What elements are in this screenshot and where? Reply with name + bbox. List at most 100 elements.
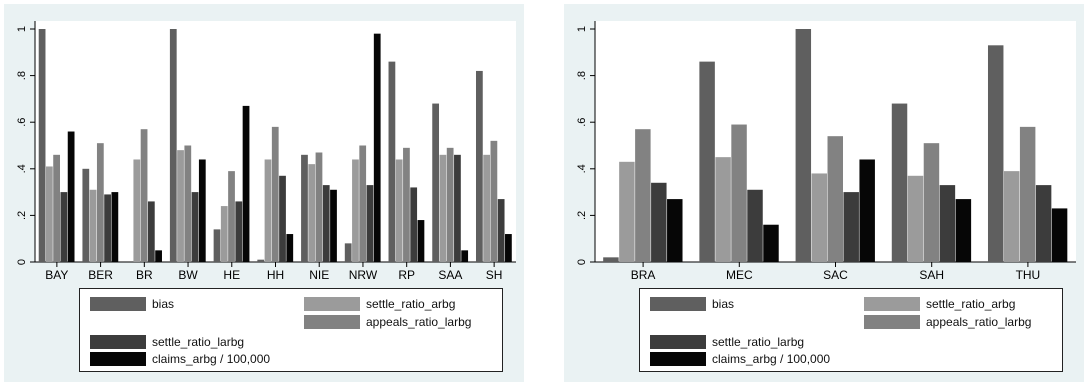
bar-saa-appeals-ratio-larbg xyxy=(446,147,454,262)
bar-sh-bias xyxy=(475,70,483,262)
bar-group-bw xyxy=(169,29,206,262)
bar-saa-settle-ratio-arbg xyxy=(439,154,447,262)
bar-bay-bias xyxy=(38,29,46,262)
bar-nie-bias xyxy=(301,154,308,262)
y-tick-label: 1 xyxy=(576,26,588,32)
bar-nie-appeals-ratio-larbg xyxy=(315,152,323,262)
x-tick-label-mec: MEC xyxy=(726,268,753,282)
bar-nrw-settle-ratio-arbg xyxy=(352,159,359,262)
x-tick-label-bw: BW xyxy=(178,268,198,282)
bar-saa-claims-arbg xyxy=(461,250,469,262)
bar-sac-claims-arbg xyxy=(859,159,875,262)
y-tick-label: .2 xyxy=(576,211,588,220)
y-tick-label: .6 xyxy=(16,118,28,127)
y-tick-label: 0 xyxy=(16,259,28,265)
y-tick-label: .4 xyxy=(576,164,588,173)
legend-swatch-bias xyxy=(90,297,146,311)
legend-swatch-claims-arbg xyxy=(650,352,706,366)
x-tick-label-rp: RP xyxy=(398,268,415,282)
y-tick-label: 1 xyxy=(16,26,28,32)
bar-thu-bias xyxy=(987,45,1004,263)
bar-br-settle-ratio-arbg xyxy=(133,159,141,262)
bar-rp-settle-ratio-arbg xyxy=(395,159,403,262)
bar-group-he xyxy=(213,105,250,262)
x-tick-label-thu: THU xyxy=(1016,268,1041,282)
bar-saa-settle-ratio-larbg xyxy=(454,154,461,262)
legend-label-settle-ratio-larbg: settle_ratio_larbg xyxy=(712,335,805,349)
bar-group-bra xyxy=(603,129,683,262)
x-tick-label-bra: BRA xyxy=(631,268,656,282)
x-tick-label-nrw: NRW xyxy=(349,268,378,282)
bar-ber-settle-ratio-larbg xyxy=(104,194,111,262)
bar-sh-claims-arbg xyxy=(505,234,512,262)
x-tick-label-he: HE xyxy=(223,268,240,282)
bar-he-settle-ratio-larbg xyxy=(235,201,243,262)
bar-bra-bias xyxy=(603,257,619,262)
bar-mec-settle-ratio-larbg xyxy=(747,189,763,262)
bar-group-ber xyxy=(82,143,119,262)
bar-rp-settle-ratio-larbg xyxy=(410,187,418,262)
bar-group-nie xyxy=(301,152,337,262)
bar-thu-settle-ratio-larbg xyxy=(1035,185,1052,262)
legend-label-claims-arbg: claims_arbg / 100,000 xyxy=(712,352,831,366)
x-tick-label-ber: BER xyxy=(88,268,113,282)
bar-bra-appeals-ratio-larbg xyxy=(635,129,651,262)
bar-br-appeals-ratio-larbg xyxy=(140,129,148,262)
bar-rp-appeals-ratio-larbg xyxy=(403,147,410,262)
legend-label-bias: bias xyxy=(712,297,735,311)
bar-bw-appeals-ratio-larbg xyxy=(184,145,192,262)
bar-group-sac xyxy=(795,29,875,262)
bar-nie-settle-ratio-larbg xyxy=(322,185,330,262)
bar-hh-settle-ratio-arbg xyxy=(264,159,272,262)
legend-label-settle-ratio-arbg: settle_ratio_arbg xyxy=(366,297,456,311)
bar-ber-settle-ratio-arbg xyxy=(89,189,97,262)
bar-nrw-claims-arbg xyxy=(373,33,381,262)
bar-group-br xyxy=(133,129,162,262)
bar-sac-bias xyxy=(795,29,812,262)
legend-swatch-appeals-ratio-larbg xyxy=(864,315,920,329)
legend-swatch-settle-ratio-arbg xyxy=(304,297,360,311)
legend-left: bias settle_ratio_arbg appeals_ratio_lar… xyxy=(79,288,503,372)
x-tick-label-sh: SH xyxy=(486,268,503,282)
bar-hh-appeals-ratio-larbg xyxy=(271,126,279,262)
bar-sac-settle-ratio-arbg xyxy=(811,173,828,262)
bar-sh-appeals-ratio-larbg xyxy=(490,140,498,262)
bar-group-sh xyxy=(475,70,512,262)
bar-group-bay xyxy=(38,29,75,262)
bar-group-sah xyxy=(891,103,972,262)
bar-chart-right: 0 .2 .4 .6 .8 1 BRA MEC SAC SAH THU xyxy=(576,21,1076,282)
x-tick-label-bay: BAY xyxy=(45,268,68,282)
x-tick-label-saa: SAA xyxy=(438,268,462,282)
bar-sah-claims-arbg xyxy=(955,199,972,262)
bar-mec-settle-ratio-arbg xyxy=(715,157,731,262)
bar-mec-appeals-ratio-larbg xyxy=(731,124,747,262)
chart-panel-left: 0 .2 .4 .6 .8 1 BAY BER BR BW HE HH NIE NRW RP SAA SH bi… xyxy=(4,4,524,382)
bar-sh-settle-ratio-arbg xyxy=(483,154,491,262)
bar-bay-claims-arbg xyxy=(67,131,75,262)
chart-panel-right: 0 .2 .4 .6 .8 1 BRA MEC SAC SAH THU bias settle_ra… xyxy=(564,4,1084,382)
bar-nrw-settle-ratio-larbg xyxy=(366,185,374,262)
bar-ber-appeals-ratio-larbg xyxy=(96,143,104,262)
bar-bay-settle-ratio-arbg xyxy=(45,166,53,262)
bar-group-nrw xyxy=(344,33,381,262)
bar-group-rp xyxy=(388,61,425,263)
legend-label-settle-ratio-arbg: settle_ratio_arbg xyxy=(926,297,1016,311)
bar-he-claims-arbg xyxy=(242,105,250,262)
bar-nrw-bias xyxy=(344,243,352,262)
bar-sac-settle-ratio-larbg xyxy=(843,192,859,262)
y-tick-label: .4 xyxy=(16,164,28,173)
bar-mec-bias xyxy=(699,61,715,263)
bar-sah-settle-ratio-larbg xyxy=(939,185,956,262)
y-tick-label: 0 xyxy=(576,259,588,265)
bar-thu-appeals-ratio-larbg xyxy=(1019,126,1036,262)
bar-he-appeals-ratio-larbg xyxy=(228,171,235,262)
legend-label-bias: bias xyxy=(152,297,175,311)
bar-nrw-appeals-ratio-larbg xyxy=(359,145,367,262)
legend-label-appeals-ratio-larbg: appeals_ratio_larbg xyxy=(366,315,472,329)
bar-saa-bias xyxy=(432,103,440,262)
legend-label-claims-arbg: claims_arbg / 100,000 xyxy=(152,352,271,366)
bar-sac-appeals-ratio-larbg xyxy=(827,136,843,262)
bar-bw-bias xyxy=(169,29,177,262)
bar-sah-bias xyxy=(891,103,908,262)
y-tick-label: .6 xyxy=(576,118,588,127)
